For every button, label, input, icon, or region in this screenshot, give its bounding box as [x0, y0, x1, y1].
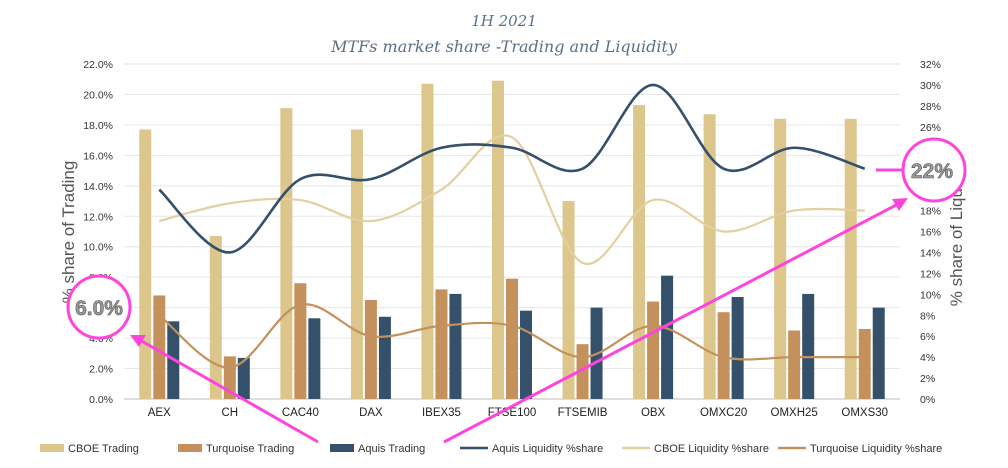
bar-aquis-trading: [449, 293, 462, 399]
callout-circle-left: [66, 274, 132, 340]
bar-cboe-trading: [562, 201, 575, 399]
line-aquis-liquidity-share: [158, 83, 866, 254]
left-axis-label: % share of Trading: [59, 161, 78, 304]
bar-turquoise-trading: [364, 300, 377, 399]
category-label: OMXC20: [700, 407, 747, 419]
bar-aquis-trading: [661, 275, 674, 399]
category-label: DAX: [359, 407, 383, 419]
liquidity-lines: [158, 83, 866, 369]
category-label: OMXS30: [841, 407, 888, 419]
line-cboe-liquidity-share: [159, 134, 865, 266]
bar-aquis-trading: [872, 307, 885, 399]
left-tick-label: 16.0%: [83, 150, 113, 162]
category-labels: AEX CH CAC40 DAX IBEX35 FTSE100 FTSEMIB OBX OMXC…: [148, 407, 888, 419]
left-tick-label: 18.0%: [83, 120, 113, 132]
bar-cboe-trading: [492, 80, 504, 399]
right-axis-ticks: 0%2%4%6%8%10%12%14%16%18%20%22%24%26%28%…: [920, 59, 941, 406]
right-tick-label: 18%: [920, 206, 941, 218]
legend-swatch: [178, 444, 202, 452]
bar-turquoise-trading: [788, 330, 801, 399]
right-tick-label: 26%: [920, 122, 941, 134]
bar-turquoise-trading: [153, 295, 166, 399]
bar-cboe-trading: [209, 236, 222, 399]
bar-aquis-trading: [378, 316, 391, 399]
right-tick-label: 0%: [920, 394, 935, 406]
chart-title: 1H 2021: [471, 12, 537, 30]
category-label: CH: [222, 407, 239, 419]
bar-cboe-trading: [139, 129, 152, 399]
category-label: AEX: [148, 407, 171, 419]
bar-cboe-trading: [844, 118, 857, 400]
bar-aquis-trading: [237, 357, 250, 399]
right-tick-label: 12%: [920, 268, 941, 280]
right-tick-label: 32%: [920, 59, 941, 71]
bar-aquis-trading: [802, 293, 815, 399]
right-tick-label: 2%: [920, 373, 935, 385]
legend: CBOE Trading Turquoise Trading Aquis Tradi…: [40, 443, 942, 455]
category-label: CAC40: [282, 407, 319, 419]
right-tick-label: 6%: [920, 331, 935, 343]
legend-swatch: [330, 444, 354, 452]
legend-label: CBOE Trading: [68, 443, 139, 455]
legend-label: Turquoise Liquidity %share: [810, 443, 942, 455]
legend-label: Aquis Liquidity %share: [492, 443, 603, 455]
arrow-line-right: [443, 201, 901, 444]
left-tick-label: 10.0%: [83, 242, 113, 254]
left-tick-label: 2.0%: [89, 364, 113, 376]
right-tick-label: 4%: [920, 352, 935, 364]
legend-label: Turquoise Trading: [206, 443, 294, 455]
left-tick-label: 22.0%: [83, 59, 113, 71]
gridlines: [124, 63, 900, 400]
right-tick-label: 30%: [920, 80, 941, 92]
bar-cboe-trading: [774, 118, 787, 400]
left-tick-label: 20.0%: [83, 89, 113, 101]
callout-circle-right: [901, 137, 967, 203]
line-turquoise-liquidity-share: [158, 303, 865, 369]
bar-cboe-trading: [350, 129, 363, 399]
bar-turquoise-trading: [506, 278, 518, 399]
left-tick-label: 0.0%: [89, 394, 113, 406]
bar-turquoise-trading: [647, 301, 660, 399]
left-tick-label: 14.0%: [83, 181, 113, 193]
bar-turquoise-trading: [858, 328, 871, 399]
bar-aquis-trading: [731, 296, 744, 399]
left-axis-ticks: 0.0%2.0%4.0%6.0%8.0%10.0%12.0%14.0%16.0%…: [83, 59, 113, 406]
callout-text-left: 6.0%: [75, 297, 123, 320]
arrow-head-right: [892, 198, 908, 211]
right-tick-label: 16%: [920, 227, 941, 239]
bar-cboe-trading: [280, 108, 293, 399]
callouts: 6.0% 22%: [66, 137, 967, 444]
right-tick-label: 10%: [920, 289, 941, 301]
right-tick-label: 28%: [920, 101, 941, 113]
right-tick-label: 8%: [920, 310, 935, 322]
bar-turquoise-trading: [717, 312, 730, 399]
category-label: FTSEMIB: [558, 407, 608, 419]
legend-label: CBOE Liquidity %share: [654, 443, 769, 455]
left-tick-label: 12.0%: [83, 211, 113, 223]
category-label: FTSE100: [488, 407, 537, 419]
bar-turquoise-trading: [435, 289, 448, 399]
callout-text-right: 22%: [911, 160, 953, 183]
bar-cboe-trading: [421, 83, 434, 399]
bar-cboe-trading: [633, 105, 646, 399]
chart-subtitle: MTFs market share -Trading and Liquidity: [330, 37, 678, 56]
category-label: OMXH25: [771, 407, 818, 419]
bar-cboe-trading: [703, 114, 716, 399]
bar-aquis-trading: [308, 318, 321, 399]
legend-label: Aquis Trading: [358, 443, 425, 455]
bar-turquoise-trading: [294, 283, 307, 399]
category-label: OBX: [641, 407, 666, 419]
arrow-line-left: [137, 337, 319, 444]
bar-aquis-trading: [520, 310, 532, 399]
legend-swatch: [40, 444, 64, 452]
category-label: IBEX35: [422, 407, 461, 419]
arrow-head-left: [130, 335, 146, 347]
right-tick-label: 14%: [920, 247, 941, 259]
